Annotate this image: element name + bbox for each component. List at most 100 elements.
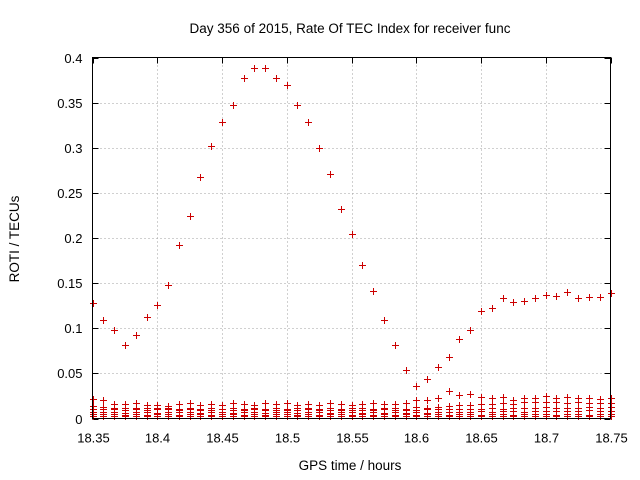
data-point bbox=[489, 395, 496, 402]
data-point bbox=[338, 206, 345, 213]
data-point bbox=[327, 171, 334, 178]
data-point bbox=[413, 383, 420, 390]
x-tick-label: 18.5 bbox=[275, 431, 300, 446]
data-point bbox=[413, 397, 420, 404]
y-axis-label: ROTI / TECUs bbox=[7, 195, 22, 282]
data-point bbox=[294, 102, 301, 109]
data-point bbox=[111, 327, 118, 334]
data-point bbox=[187, 213, 194, 220]
data-point bbox=[100, 397, 107, 404]
data-point bbox=[133, 332, 140, 339]
plot-frame bbox=[92, 57, 611, 419]
data-point bbox=[467, 327, 474, 334]
data-point bbox=[553, 399, 560, 406]
data-point bbox=[316, 145, 323, 152]
y-tick-label: 0.2 bbox=[64, 231, 82, 246]
x-tick-label: 18.35 bbox=[77, 431, 110, 446]
y-tick-label: 0.35 bbox=[57, 96, 82, 111]
data-point bbox=[553, 293, 560, 300]
data-point bbox=[424, 397, 431, 404]
data-point bbox=[403, 400, 410, 407]
data-point bbox=[284, 82, 291, 89]
y-tick-label: 0.25 bbox=[57, 186, 82, 201]
data-point bbox=[100, 317, 107, 324]
data-point bbox=[273, 75, 280, 82]
data-point bbox=[467, 391, 474, 398]
data-point bbox=[446, 388, 453, 395]
data-point bbox=[262, 400, 269, 407]
data-point bbox=[424, 376, 431, 383]
x-tick-label: 18.55 bbox=[336, 431, 369, 446]
data-point bbox=[230, 102, 237, 109]
x-tick-label: 18.7 bbox=[534, 431, 559, 446]
x-tick-label: 18.75 bbox=[595, 431, 628, 446]
data-point bbox=[90, 300, 97, 307]
data-point bbox=[359, 262, 366, 269]
x-tick-label: 18.65 bbox=[465, 431, 498, 446]
data-point bbox=[251, 65, 258, 72]
data-point bbox=[608, 290, 615, 297]
data-point bbox=[564, 289, 571, 296]
series-high-roti-satellite bbox=[90, 65, 615, 390]
data-point bbox=[144, 314, 151, 321]
data-point bbox=[392, 342, 399, 349]
y-tick-label: 0 bbox=[75, 412, 82, 427]
data-point bbox=[478, 394, 485, 401]
data-point bbox=[435, 395, 442, 402]
x-tick-label: 18.6 bbox=[404, 431, 429, 446]
data-point bbox=[219, 119, 226, 126]
data-point bbox=[521, 298, 528, 305]
series-low-roti-satellite-a bbox=[90, 388, 615, 410]
x-axis-label: GPS time / hours bbox=[299, 458, 402, 473]
data-point bbox=[403, 367, 410, 374]
data-point bbox=[532, 399, 539, 406]
data-points bbox=[90, 65, 615, 420]
data-point bbox=[586, 294, 593, 301]
data-point bbox=[241, 75, 248, 82]
data-point bbox=[165, 282, 172, 289]
data-point bbox=[381, 317, 388, 324]
x-tick-label: 18.45 bbox=[206, 431, 239, 446]
x-tick-label: 18.4 bbox=[145, 431, 170, 446]
data-point bbox=[575, 295, 582, 302]
y-tick-label: 0.05 bbox=[57, 366, 82, 381]
y-tick-label: 0.3 bbox=[64, 141, 82, 156]
data-point bbox=[543, 393, 550, 400]
data-point bbox=[262, 65, 269, 72]
data-point bbox=[521, 399, 528, 406]
data-point bbox=[90, 396, 97, 403]
data-point bbox=[500, 394, 507, 401]
data-point bbox=[608, 413, 615, 420]
data-point bbox=[197, 174, 204, 181]
data-point bbox=[500, 295, 507, 302]
y-tick-label: 0.1 bbox=[64, 321, 82, 336]
data-point bbox=[122, 342, 129, 349]
data-point bbox=[532, 295, 539, 302]
data-point bbox=[489, 305, 496, 312]
data-point bbox=[305, 119, 312, 126]
axis-ticks: 0 0.05 0.1 0.15 0.2 0.25 0.3 0.35 0.4 18.35 18.4 18… bbox=[57, 51, 628, 446]
data-point bbox=[370, 400, 377, 407]
data-point bbox=[478, 308, 485, 315]
data-point bbox=[575, 399, 582, 406]
data-point bbox=[349, 231, 356, 238]
data-point bbox=[176, 242, 183, 249]
data-point bbox=[154, 302, 161, 309]
chart-title: Day 356 of 2015, Rate Of TEC Index for r… bbox=[190, 21, 511, 36]
data-point bbox=[435, 364, 442, 371]
data-point bbox=[564, 394, 571, 401]
data-point bbox=[510, 299, 517, 306]
data-point bbox=[500, 400, 507, 407]
data-point bbox=[370, 288, 377, 295]
y-tick-label: 0.4 bbox=[64, 51, 82, 66]
data-point bbox=[456, 392, 463, 399]
data-point bbox=[208, 143, 215, 150]
data-point bbox=[446, 354, 453, 361]
data-point bbox=[456, 336, 463, 343]
data-point bbox=[543, 292, 550, 299]
data-point bbox=[597, 294, 604, 301]
grid bbox=[92, 57, 611, 419]
y-tick-label: 0.15 bbox=[57, 276, 82, 291]
data-point bbox=[284, 400, 291, 407]
